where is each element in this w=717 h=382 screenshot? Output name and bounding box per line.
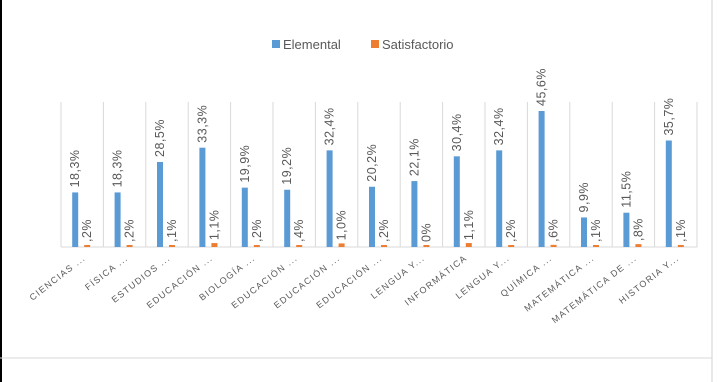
value-label-elemental: 11,5%: [619, 171, 633, 208]
value-label-satisfactorio: ,2%: [123, 219, 137, 242]
value-label-elemental: 19,9%: [238, 145, 252, 183]
grid-lines: [60, 102, 698, 248]
bar-elemental: [581, 217, 587, 247]
value-label-satisfactorio: ,2%: [504, 219, 518, 242]
value-label-elemental: 30,4%: [450, 113, 464, 151]
bar-elemental: [114, 192, 121, 247]
bar-satisfactorio: [253, 245, 260, 247]
value-label-elemental: 9,9%: [577, 182, 591, 213]
bar-elemental: [369, 186, 375, 247]
bar-satisfactorio: [381, 245, 387, 247]
bar-elemental: [72, 192, 79, 247]
value-label-satisfactorio: ,2%: [250, 219, 264, 242]
value-label-elemental: 18,3%: [68, 149, 82, 187]
legend-label-elemental: Elemental: [283, 37, 341, 52]
value-label-satisfactorio: ,1%: [589, 219, 603, 242]
bar-satisfactorio: [338, 243, 345, 247]
category-tick-label: MATEMÁTICA ...: [522, 253, 596, 314]
bar-satisfactorio: [508, 245, 515, 247]
value-label-elemental: 45,6%: [535, 68, 549, 106]
value-label-satisfactorio: 1,1%: [462, 210, 476, 241]
legend: Elemental Satisfactorio: [272, 37, 454, 52]
bar-elemental: [665, 140, 672, 247]
value-label-elemental: 22,1%: [407, 138, 421, 176]
bar-satisfactorio: [593, 245, 599, 247]
value-label-elemental: 18,3%: [111, 149, 125, 187]
value-label-satisfactorio: ,1%: [674, 219, 688, 242]
value-label-satisfactorio: ,1%: [165, 219, 179, 242]
bar-elemental: [157, 162, 163, 247]
bar-satisfactorio: [126, 245, 133, 247]
bar-elemental: [284, 189, 291, 247]
bars: [72, 111, 684, 247]
value-label-elemental: 33,3%: [195, 105, 209, 143]
legend-swatch-elemental: [272, 40, 280, 48]
value-labels: 18,3% ,2% 18,3% ,2% 28,5% ,1% 33,3% 1,1% 19,9% ,2…: [68, 68, 688, 242]
legend-label-satisfactorio: Satisfactorio: [382, 37, 454, 52]
bar-satisfactorio: [465, 243, 472, 247]
bar-elemental: [411, 181, 418, 247]
bar-elemental: [326, 150, 333, 247]
value-label-elemental: 32,4%: [323, 107, 337, 145]
value-label-satisfactorio: ,6%: [547, 219, 561, 242]
bar-elemental: [453, 156, 460, 247]
bar-elemental: [623, 212, 630, 247]
bar-elemental: [496, 150, 503, 247]
value-label-elemental: 19,2%: [280, 147, 294, 185]
bar-satisfactorio: [211, 243, 218, 247]
legend-swatch-satisfactorio: [371, 40, 379, 48]
value-label-satisfactorio: ,2%: [80, 219, 94, 242]
value-label-satisfactorio: 1,1%: [207, 210, 221, 241]
value-label-elemental: 32,4%: [492, 107, 506, 145]
value-label-satisfactorio: 0%: [419, 223, 433, 242]
bar-satisfactorio: [635, 244, 642, 247]
bar-elemental: [241, 187, 248, 247]
value-label-satisfactorio: ,8%: [631, 218, 645, 241]
bar-satisfactorio: [84, 245, 91, 247]
bar-satisfactorio: [169, 245, 175, 247]
category-tick-label: CIENCIAS ...: [28, 253, 88, 303]
value-label-elemental: 35,7%: [662, 98, 676, 136]
category-tick-labels: CIENCIAS ...FÍSICA ...ESTUDIOS ...EDUCAC…: [28, 253, 681, 325]
bar-elemental: [199, 147, 206, 247]
bar-satisfactorio: [550, 244, 557, 247]
value-label-satisfactorio: 1,0%: [335, 210, 349, 241]
bar-elemental: [538, 111, 545, 247]
value-label-elemental: 20,2%: [365, 144, 379, 182]
value-label-elemental: 28,5%: [153, 119, 167, 157]
bar-satisfactorio: [677, 245, 684, 247]
bar-satisfactorio: [423, 245, 430, 247]
category-tick-label: MATEMÁTICA DE ...: [550, 253, 639, 325]
value-label-satisfactorio: ,4%: [292, 219, 306, 242]
bar-satisfactorio: [296, 245, 303, 247]
value-label-satisfactorio: ,2%: [377, 219, 391, 242]
